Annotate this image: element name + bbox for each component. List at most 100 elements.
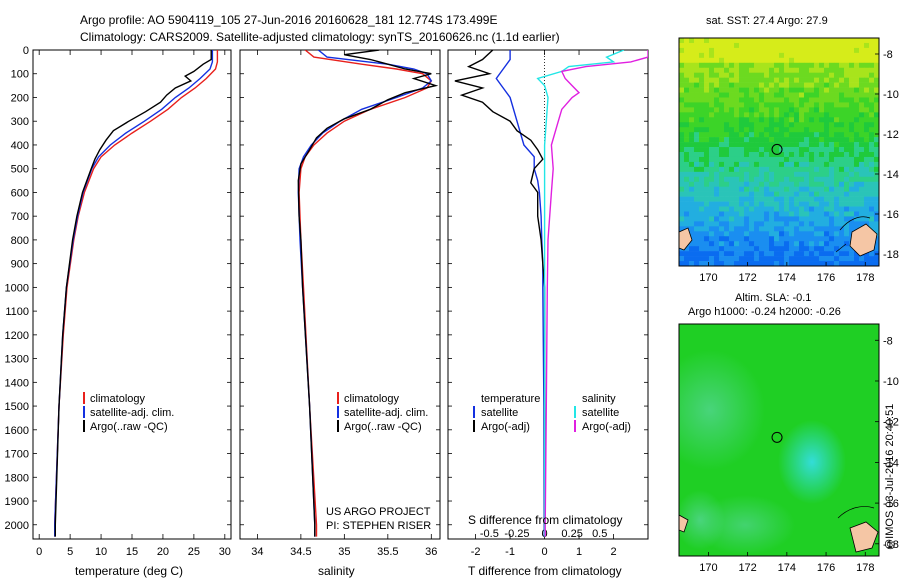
sst-cell	[779, 77, 785, 83]
sst-cell	[814, 82, 820, 88]
sst-cell	[824, 246, 830, 252]
sst-cell	[849, 107, 855, 113]
sst-cell	[814, 147, 820, 153]
sst-cell	[749, 236, 755, 242]
sst-cell	[759, 186, 765, 192]
sst-cell	[689, 216, 695, 222]
sst-cell	[694, 221, 700, 227]
sst-cell	[814, 107, 820, 113]
sst-cell	[759, 127, 765, 133]
sst-cell	[844, 201, 850, 207]
sst-cell	[804, 186, 810, 192]
sst-cell	[824, 251, 830, 257]
sst-cell	[804, 97, 810, 103]
sst-cell	[829, 191, 835, 197]
x-tick-label: 25	[188, 546, 200, 558]
sst-cell	[844, 256, 850, 262]
sst-cell	[714, 261, 720, 266]
sst-cell	[834, 251, 840, 257]
sst-cell	[704, 82, 710, 88]
sst-cell	[809, 137, 815, 143]
sst-cell	[714, 256, 720, 262]
sst-cell	[704, 122, 710, 128]
sst-cell	[819, 226, 825, 232]
sst-cell	[854, 181, 860, 187]
sst-cell	[809, 166, 815, 173]
sst-cell	[819, 47, 825, 54]
sst-cell	[799, 241, 805, 247]
sst-cell	[784, 107, 790, 113]
sst-cell	[794, 122, 800, 128]
sst-cell	[764, 166, 770, 173]
sst-cell	[764, 67, 770, 73]
sst-cell	[824, 152, 830, 158]
sst-cell	[704, 161, 710, 168]
sst-cell	[724, 92, 730, 98]
sst-cell	[804, 122, 810, 128]
sst-cell	[699, 226, 705, 232]
sst-cell	[779, 42, 785, 49]
sst-cell	[844, 52, 850, 59]
sst-cell	[729, 102, 735, 108]
sla-anomaly	[778, 420, 846, 504]
sst-cell	[684, 147, 690, 153]
sst-cell	[794, 137, 800, 143]
sst-cell	[714, 132, 720, 138]
sst-cell	[869, 82, 875, 88]
sst-cell	[729, 142, 735, 148]
sst-cell	[774, 67, 780, 73]
sst-cell	[859, 191, 865, 197]
sst-cell	[814, 261, 820, 266]
sst-cell	[754, 261, 760, 266]
sst-cell	[694, 87, 700, 93]
sst-cell	[769, 156, 775, 163]
sst-cell	[869, 256, 875, 262]
sst-cell	[869, 107, 875, 113]
sst-cell	[844, 186, 850, 192]
sst-cell	[689, 47, 695, 54]
sst-cell	[719, 97, 725, 103]
legend-temperature-title: temperature	[481, 393, 540, 405]
sst-cell	[719, 67, 725, 73]
sst-cell	[859, 256, 865, 262]
sst-cell	[759, 92, 765, 98]
legend-argo: Argo(..raw -QC)	[90, 421, 168, 433]
sst-cell	[774, 102, 780, 108]
sst-cell	[789, 181, 795, 187]
sst-cell	[694, 186, 700, 192]
sst-cell	[754, 216, 760, 222]
x-tick-label: 15	[126, 546, 138, 558]
sst-cell	[874, 117, 879, 123]
sst-cell	[859, 77, 865, 83]
sst-cell	[774, 147, 780, 153]
sst-cell	[744, 127, 750, 133]
sst-cell	[684, 102, 690, 108]
sst-cell	[754, 42, 760, 49]
sst-cell	[704, 201, 710, 207]
sst-cell	[854, 166, 860, 173]
sst-cell	[684, 221, 690, 227]
sst-cell	[784, 122, 790, 128]
sst-cell	[769, 132, 775, 138]
map-y-tick-label: -10	[883, 376, 899, 388]
sst-cell	[834, 226, 840, 232]
sst-cell	[754, 181, 760, 187]
sst-cell	[754, 147, 760, 153]
sst-cell	[774, 42, 780, 49]
sst-cell	[794, 117, 800, 123]
sst-cell	[789, 77, 795, 83]
sst-cell	[824, 72, 830, 78]
sst-cell	[769, 181, 775, 187]
sst-cell	[859, 196, 865, 202]
sst-cell	[684, 176, 690, 183]
sst-cell	[794, 127, 800, 133]
sst-cell	[724, 137, 730, 143]
sst-cell	[804, 176, 810, 183]
sst-cell	[804, 42, 810, 49]
sst-cell	[869, 186, 875, 192]
sst-cell	[754, 72, 760, 78]
sst-cell	[724, 176, 730, 183]
sst-cell	[784, 161, 790, 168]
sst-cell	[764, 181, 770, 187]
sst-cell	[819, 216, 825, 222]
